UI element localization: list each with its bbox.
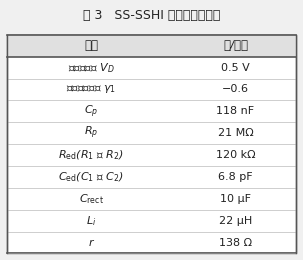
Bar: [7, 35, 296, 254]
Bar: [7, 35, 296, 57]
Text: 电压翻转系数 $\gamma_1$: 电压翻转系数 $\gamma_1$: [66, 83, 116, 95]
Text: $C_p$: $C_p$: [84, 103, 98, 120]
Text: 0.5 V: 0.5 V: [221, 63, 250, 73]
Text: 118 nF: 118 nF: [217, 106, 255, 116]
Text: 10 μF: 10 μF: [220, 194, 251, 204]
Text: 6.8 pF: 6.8 pF: [218, 172, 253, 182]
Text: $L_i$: $L_i$: [86, 214, 97, 228]
Text: 22 μH: 22 μH: [219, 216, 252, 226]
Text: $R_p$: $R_p$: [84, 125, 98, 141]
Text: $C_{\mathrm{ed}}$($C_1$ 和 $C_2$): $C_{\mathrm{ed}}$($C_1$ 和 $C_2$): [58, 170, 125, 184]
Text: $r$: $r$: [88, 237, 95, 248]
Text: $R_{\mathrm{ed}}$($R_1$ 和 $R_2$): $R_{\mathrm{ed}}$($R_1$ 和 $R_2$): [58, 148, 125, 162]
Text: 120 kΩ: 120 kΩ: [216, 150, 255, 160]
Text: 二极管压降 $V_D$: 二极管压降 $V_D$: [68, 61, 115, 75]
Text: 21 MΩ: 21 MΩ: [218, 128, 253, 138]
Text: 138 Ω: 138 Ω: [219, 238, 252, 248]
Text: $C_{\mathrm{rect}}$: $C_{\mathrm{rect}}$: [79, 192, 104, 206]
Text: 值/大小: 值/大小: [223, 39, 248, 52]
Text: 表 3   SS-SSHI 电路涉及的参数: 表 3 SS-SSHI 电路涉及的参数: [83, 9, 220, 22]
Text: −0.6: −0.6: [222, 84, 249, 94]
Text: 名称: 名称: [85, 39, 98, 52]
